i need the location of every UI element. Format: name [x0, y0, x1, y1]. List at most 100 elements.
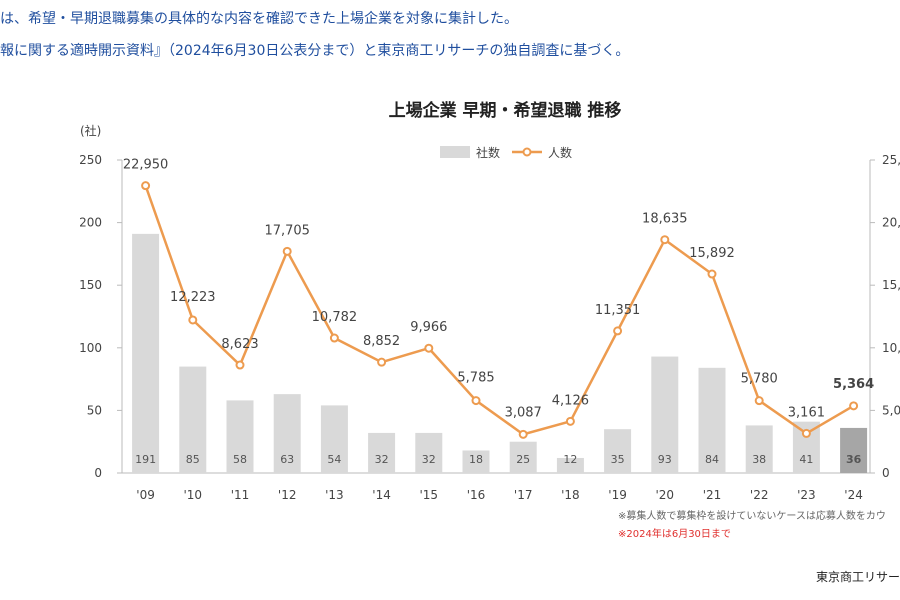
bar: [745, 425, 773, 473]
bar-value-label: 93: [658, 453, 672, 466]
note-2: ※2024年は6月30日まで: [618, 527, 731, 540]
line-value-label: 12,223: [170, 290, 216, 305]
left-tick-label: 0: [94, 466, 102, 480]
data-labels: 191 85 58 63 54 32 32 18 25 12 35 93 84 38 41 36 22,950 1…: [123, 158, 874, 466]
x-tick-label: '18: [561, 488, 580, 502]
bar-value-label: 12: [563, 453, 577, 466]
right-tick-label: 20,: [882, 216, 900, 230]
left-tick-label: 100: [79, 341, 102, 355]
x-tick-label: '16: [467, 488, 486, 502]
intro-line-2: 報に関する適時開示資料』（2024年6月30日公表分まで）と東京商工リサーチの独…: [0, 43, 630, 59]
bar: [132, 233, 160, 473]
legend: 社数 人数: [440, 145, 572, 160]
bar: [320, 405, 348, 473]
line-point: [471, 396, 481, 406]
x-tick-label: '20: [656, 488, 675, 502]
line-point: [849, 401, 859, 411]
line-value-label: 17,705: [264, 223, 310, 238]
right-tick-label: 10,: [882, 341, 900, 355]
line-point: [377, 357, 387, 367]
bar: [462, 450, 490, 473]
x-tick-label: '22: [750, 488, 769, 502]
bar-value-label: 36: [846, 453, 862, 466]
line-value-label: 8,623: [221, 337, 258, 352]
x-tick-label: '17: [514, 488, 533, 502]
x-tick-label: '12: [278, 488, 297, 502]
bar: [556, 457, 584, 473]
line-point: [188, 315, 198, 325]
bar-value-label: 35: [611, 453, 625, 466]
right-tick-label: 15,: [882, 278, 900, 292]
line-value-label: 18,635: [642, 212, 688, 227]
left-axis-unit: (社): [80, 123, 101, 138]
line-value-label: 5,364: [833, 377, 874, 392]
bar: [840, 427, 868, 473]
x-tick-label: '13: [325, 488, 344, 502]
legend-label-line: 人数: [548, 145, 572, 160]
line-point: [707, 269, 717, 279]
line-value-label: 4,126: [552, 393, 589, 408]
right-tick-label: 0: [882, 466, 890, 480]
line-value-label: 10,782: [312, 310, 358, 325]
bar-value-label: 63: [280, 453, 294, 466]
left-tick-label: 250: [79, 153, 102, 167]
bar-value-label: 85: [186, 453, 200, 466]
source-label: 東京商工リサーチ: [816, 569, 900, 584]
bar-value-label: 32: [422, 453, 436, 466]
chart-title: 上場企業 早期・希望退職 推移: [389, 100, 622, 121]
bar-value-label: 32: [375, 453, 389, 466]
line-value-label: 11,351: [595, 303, 641, 318]
bar: [226, 400, 254, 473]
line-point: [754, 396, 764, 406]
bar: [415, 432, 443, 473]
line-series: [141, 181, 859, 439]
line-point: [660, 235, 670, 245]
line-point: [801, 428, 811, 438]
bar-value-label: 18: [469, 453, 483, 466]
legend-bar-swatch: [440, 146, 470, 158]
line-value-label: 5,780: [741, 372, 778, 387]
line-path: [144, 185, 855, 436]
x-tick-label: '10: [184, 488, 203, 502]
bar-value-label: 38: [752, 453, 766, 466]
x-tick-label: '14: [372, 488, 391, 502]
left-tick-label: 50: [87, 403, 102, 417]
bar-value-label: 41: [799, 453, 813, 466]
note-1: ※募集人数で募集枠を設けていないケースは応募人数をカウ: [618, 509, 886, 522]
left-tick-label: 150: [79, 278, 102, 292]
bar: [368, 432, 396, 473]
line-point: [518, 429, 528, 439]
line-point: [282, 246, 292, 256]
bar: [698, 367, 726, 473]
x-tick-label: '23: [797, 488, 816, 502]
intro-line-1: は、希望・早期退職募集の具体的な内容を確認できた上場企業を対象に集計した。: [0, 11, 518, 27]
legend-label-bar: 社数: [476, 145, 500, 160]
bar-value-label: 25: [516, 453, 530, 466]
line-value-label: 3,087: [505, 405, 542, 420]
line-point: [235, 360, 245, 370]
x-tick-label: '19: [608, 488, 627, 502]
line-point: [141, 181, 151, 191]
line-value-label: 9,966: [410, 320, 447, 335]
axes: 0 50 100 150 200 250 0 5,0 10, 15, 20, 25, '09 '10 '11…: [79, 153, 900, 502]
bar-value-label: 84: [705, 453, 719, 466]
left-tick-label: 200: [79, 216, 102, 230]
right-tick-label: 25,: [882, 153, 900, 167]
line-point: [565, 416, 575, 426]
line-point: [613, 326, 623, 336]
line-value-label: 8,852: [363, 334, 400, 349]
x-tick-label: '11: [231, 488, 250, 502]
legend-line-marker: [522, 147, 532, 157]
right-tick-label: 5,0: [882, 403, 900, 417]
x-tick-label: '15: [420, 488, 439, 502]
line-value-label: 15,892: [689, 246, 735, 261]
x-tick-label: '24: [844, 488, 863, 502]
bar: [604, 429, 632, 473]
line-value-label: 5,785: [457, 371, 494, 386]
bars: [132, 233, 868, 473]
line-point: [424, 343, 434, 353]
bar: [509, 441, 537, 473]
x-tick-label: '09: [136, 488, 155, 502]
line-value-label: 3,161: [788, 405, 825, 420]
